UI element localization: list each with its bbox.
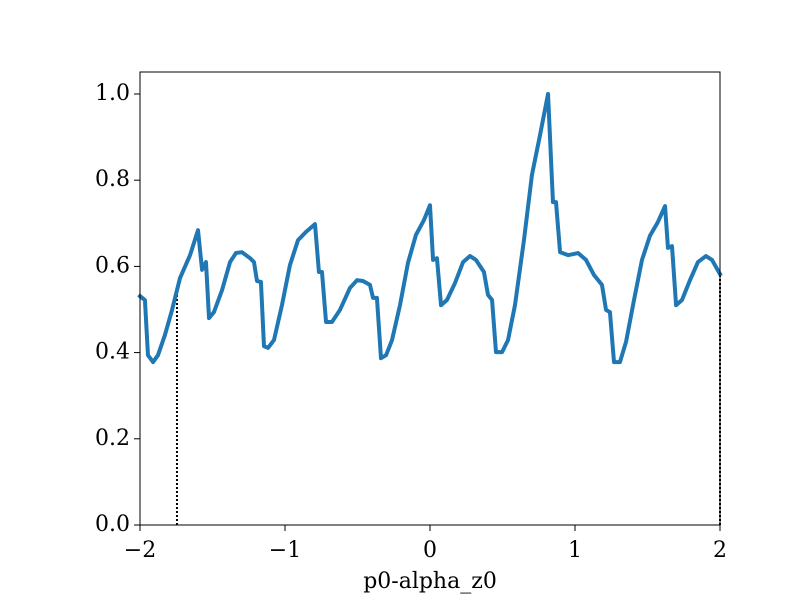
x-tick-label: 1: [568, 538, 582, 563]
y-tick-label: 1.0: [95, 81, 130, 106]
x-axis-label: p0-alpha_z0: [363, 569, 497, 594]
data-line: [137, 91, 723, 365]
y-tick-label: 0.4: [95, 340, 130, 365]
plot-frame: [139, 71, 721, 526]
y-tick-label: 0.0: [95, 512, 130, 537]
x-tick-label: 2: [713, 538, 727, 563]
x-tick-label: −1: [269, 538, 301, 563]
x-tick-label: 0: [423, 538, 437, 563]
y-tick-label: 0.2: [95, 426, 130, 451]
x-tick-label: −2: [124, 538, 156, 563]
y-tick-label: 0.6: [95, 253, 130, 278]
y-tick-label: 0.8: [95, 167, 130, 192]
